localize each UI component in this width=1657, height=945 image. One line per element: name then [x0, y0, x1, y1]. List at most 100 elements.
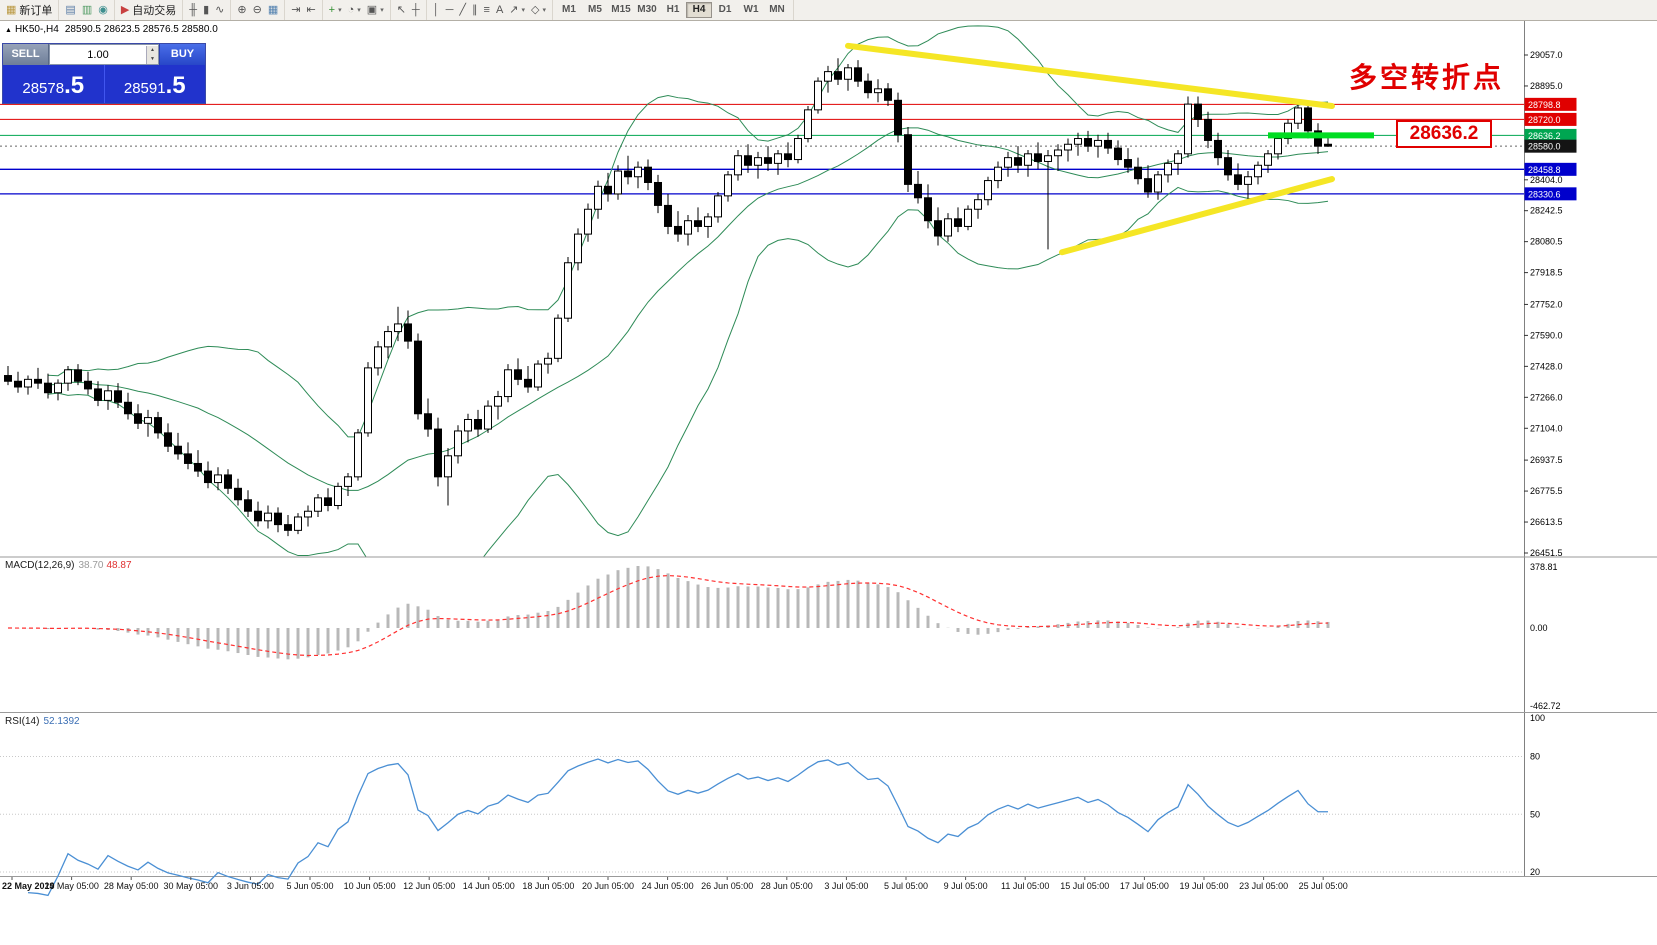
timeframe-h4-button[interactable]: H4 — [686, 2, 712, 18]
timeframe-m5-button[interactable]: M5 — [582, 2, 608, 18]
periods-button[interactable]: ◔ ▾ — [345, 1, 364, 19]
toolbar-group-insert: + ▾ ◔ ▾ ▣ ▾ — [323, 0, 391, 20]
auto-trading-label: 自动交易 — [132, 5, 177, 17]
svg-text:26775.5: 26775.5 — [1530, 486, 1563, 496]
crosshair-button[interactable]: ┼ — [409, 1, 423, 19]
volume-field[interactable]: 1.00 ▲ ▼ — [49, 44, 159, 65]
svg-text:26 Jun 05:00: 26 Jun 05:00 — [701, 881, 753, 891]
crosshair-icon: ┼ — [411, 4, 420, 16]
macd-label: MACD(12,26,9) — [5, 560, 75, 571]
svg-text:27918.5: 27918.5 — [1530, 268, 1563, 278]
zoom-in-button[interactable]: ⊕ — [234, 1, 249, 19]
sell-button[interactable]: SELL — [3, 44, 49, 65]
auto-scroll-button[interactable]: ⇥ — [288, 1, 303, 19]
caret-down-icon: ▾ — [521, 7, 526, 14]
profiles-button[interactable]: ▥ — [79, 1, 95, 19]
charts-window-button[interactable]: ▤ — [62, 1, 78, 19]
svg-text:100: 100 — [1530, 713, 1545, 723]
indicators-icon: + — [328, 4, 336, 16]
timeframe-mn-button[interactable]: MN — [764, 2, 790, 18]
svg-text:28580.0: 28580.0 — [1528, 142, 1561, 152]
rsi-value: 52.1392 — [43, 716, 80, 727]
timeframe-w1-button[interactable]: W1 — [738, 2, 764, 18]
svg-text:28798.8: 28798.8 — [1528, 100, 1561, 110]
price-callout-label[interactable]: 28636.2 — [1396, 120, 1492, 148]
auto-trading-button[interactable]: ▶ 自动交易 — [118, 1, 179, 19]
timeframe-h1-button[interactable]: H1 — [660, 2, 686, 18]
arrows-button[interactable]: ↗ ▾ — [506, 1, 528, 19]
chart-annotation-text[interactable]: 多空转折点 — [1349, 62, 1505, 93]
svg-text:28080.5: 28080.5 — [1530, 237, 1563, 247]
svg-text:28404.0: 28404.0 — [1530, 175, 1563, 185]
text-label-button[interactable]: A — [493, 1, 506, 19]
indicators-button[interactable]: + ▾ — [326, 1, 345, 19]
one-click-trading-panel: SELL 1.00 ▲ ▼ BUY 28578.5 28591.5 — [2, 43, 206, 104]
candlestick-chart-button[interactable]: ▮ — [200, 1, 212, 19]
svg-text:27590.0: 27590.0 — [1530, 330, 1563, 340]
zoom-out-button[interactable]: ⊖ — [250, 1, 265, 19]
auto-trading-icon: ▶ — [120, 4, 130, 16]
svg-text:28720.0: 28720.0 — [1528, 115, 1561, 125]
svg-text:5 Jun 05:00: 5 Jun 05:00 — [286, 881, 333, 891]
timeframe-group: M1 M5 M15 M30 H1 H4 D1 W1 MN — [553, 0, 794, 20]
price-panel[interactable] — [0, 25, 1524, 603]
zoom-in-icon: ⊕ — [237, 4, 247, 16]
price-axis[interactable]: 29057.0 28895.0 28404.0 28242.5 28080.5 27918… — [1524, 20, 1577, 876]
timeframe-m1-button[interactable]: M1 — [556, 2, 582, 18]
buy-button[interactable]: BUY — [159, 44, 205, 65]
equidistant-channel-button[interactable]: ∥ — [469, 1, 481, 19]
toolbar-group-scroll: ⇥ ⇤ — [285, 0, 323, 20]
chart-symbol-header: ▲ HK50-,H4 28590.5 28623.5 28576.5 28580.0 — [5, 24, 218, 35]
caret-down-icon: ▾ — [338, 7, 342, 14]
oneclick-toggle-icon[interactable]: ▲ — [5, 27, 12, 34]
auto-scroll-icon: ⇥ — [291, 4, 301, 16]
sell-price[interactable]: 28578.5 — [3, 65, 105, 103]
rsi-panel[interactable]: 100 80 50 20 — [0, 713, 1545, 897]
rsi-label: RSI(14) — [5, 716, 40, 727]
volume-stepper[interactable]: ▲ ▼ — [146, 45, 158, 64]
svg-text:26937.5: 26937.5 — [1530, 455, 1563, 465]
svg-text:22 May 2019: 22 May 2019 — [2, 881, 55, 891]
horizontal-line-button[interactable]: ─ — [443, 1, 457, 19]
svg-text:19 Jul 05:00: 19 Jul 05:00 — [1179, 881, 1228, 891]
macd-panel[interactable]: 378.81 0.00 -462.72 — [7, 562, 1561, 711]
line-chart-button[interactable]: ∿ — [212, 1, 227, 19]
shapes-button[interactable]: ◇ ▾ — [528, 1, 549, 19]
ohlc-values: 28590.5 28623.5 28576.5 28580.0 — [64, 24, 218, 35]
buy-price[interactable]: 28591.5 — [123, 72, 186, 99]
line-chart-icon: ∿ — [215, 4, 225, 16]
toolbar-group-windows: ▤ ▥ ◉ — [59, 0, 115, 20]
timeframe-m30-button[interactable]: M30 — [634, 2, 660, 18]
caret-down-icon: ▾ — [357, 7, 361, 14]
timeframe-m15-button[interactable]: M15 — [608, 2, 634, 18]
refresh-button[interactable]: ◉ — [95, 1, 111, 19]
svg-text:5 Jul 05:00: 5 Jul 05:00 — [884, 881, 928, 891]
macd-header: MACD(12,26,9) 38.70 48.87 — [5, 560, 132, 571]
templates-button[interactable]: ▣ ▾ — [364, 1, 387, 19]
stepper-down-icon[interactable]: ▼ — [147, 54, 158, 64]
fibonacci-button[interactable]: ≡ — [481, 1, 493, 19]
vertical-line-button[interactable]: │ — [430, 1, 443, 19]
new-order-icon: ▦ — [6, 4, 17, 16]
cursor-icon: ↖ — [396, 4, 406, 16]
cursor-button[interactable]: ↖ — [394, 1, 409, 19]
svg-text:24 May 05:00: 24 May 05:00 — [44, 881, 99, 891]
svg-text:23 Jul 05:00: 23 Jul 05:00 — [1239, 881, 1288, 891]
rsi-header: RSI(14) 52.1392 — [5, 716, 80, 727]
svg-text:378.81: 378.81 — [1530, 562, 1558, 572]
bar-chart-button[interactable]: ╫ — [186, 1, 200, 19]
fibonacci-icon: ≡ — [483, 4, 490, 16]
timeframe-d1-button[interactable]: D1 — [712, 2, 738, 18]
chart-shift-button[interactable]: ⇤ — [303, 1, 318, 19]
trendline-button[interactable]: ╱ — [456, 1, 469, 19]
caret-down-icon: ▾ — [542, 7, 546, 14]
new-order-button[interactable]: ▦ 新订单 — [3, 1, 55, 19]
macd-value: 38.70 — [78, 560, 104, 571]
svg-text:28330.6: 28330.6 — [1528, 189, 1561, 199]
stepper-up-icon[interactable]: ▲ — [147, 45, 158, 55]
volume-value[interactable]: 1.00 — [87, 48, 109, 61]
tile-windows-button[interactable]: ▦ — [265, 1, 281, 19]
svg-text:28636.2: 28636.2 — [1528, 131, 1561, 141]
